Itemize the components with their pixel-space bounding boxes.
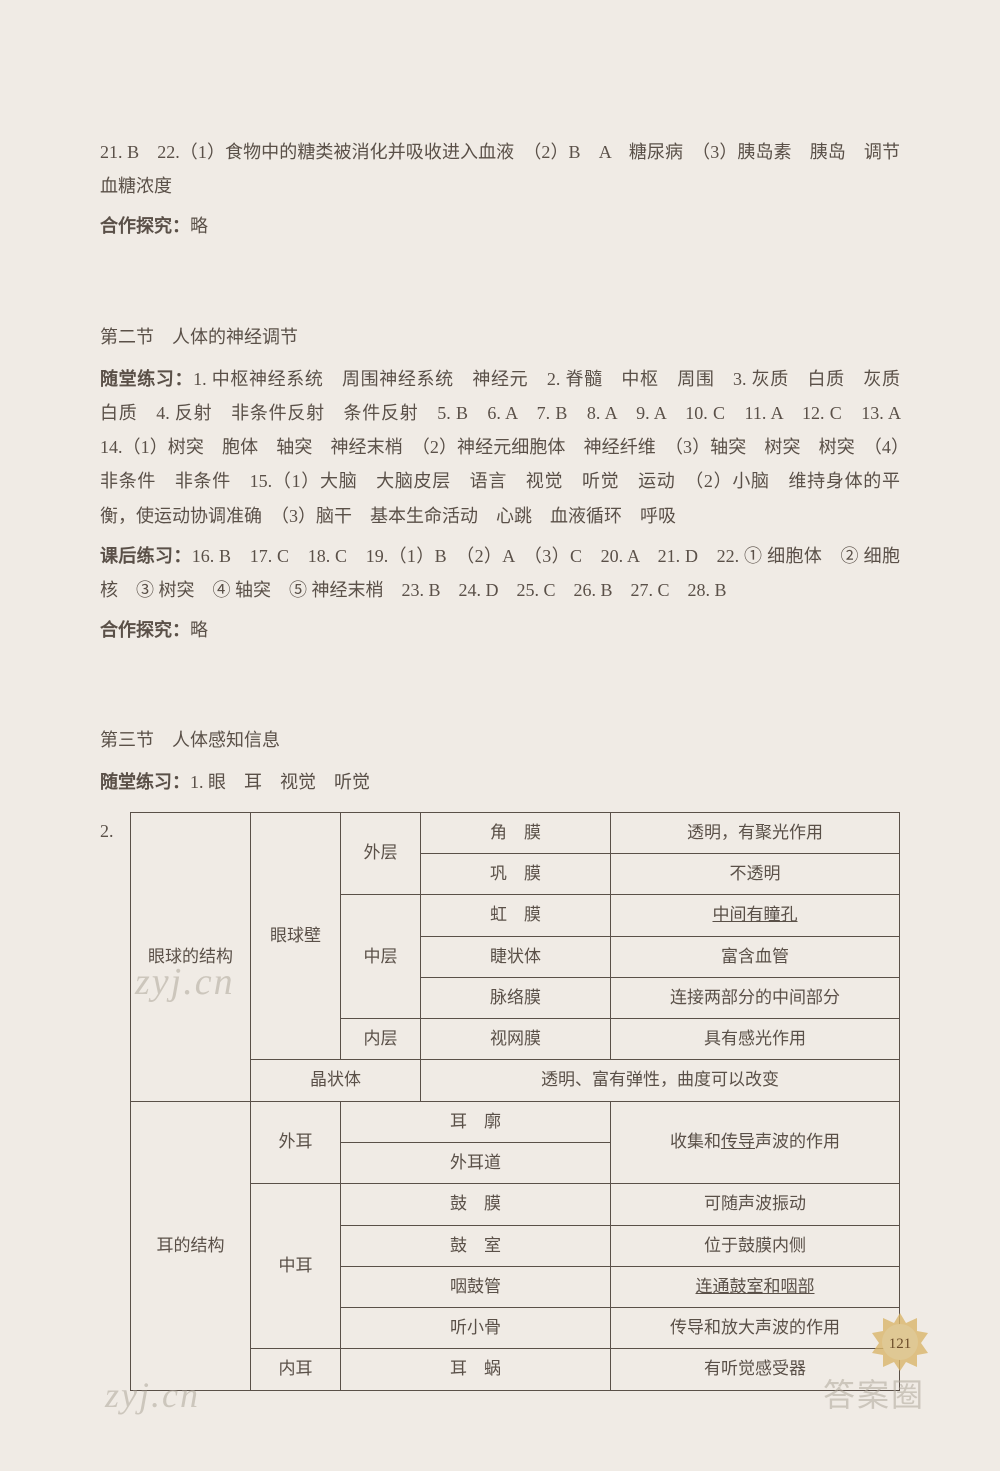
cell-tympanic: 鼓 室 <box>341 1225 611 1266</box>
top-paragraph-2: 合作探究：略 <box>100 209 900 243</box>
cell-eye-wall: 眼球壁 <box>251 812 341 1060</box>
suitang3-label: 随堂练习： <box>100 772 190 792</box>
cell-retina: 视网膜 <box>421 1019 611 1060</box>
cell-auricle: 耳 廓 <box>341 1101 611 1142</box>
cell-iris: 虹 膜 <box>421 895 611 936</box>
hezuo2-text: 略 <box>190 620 208 640</box>
section2-kehou: 课后练习：16. B 17. C 18. C 19.（1）B （2）A （3）C… <box>100 539 900 607</box>
cell-outer-ear-func: 收集和传导声波的作用 <box>611 1101 900 1184</box>
suitang3-text: 1. 眼 耳 视觉 听觉 <box>190 772 370 792</box>
cell-retina-func: 具有感光作用 <box>611 1019 900 1060</box>
kehou-label: 课后练习： <box>100 546 192 566</box>
cell-cornea: 角 膜 <box>421 812 611 853</box>
cell-ear-canal: 外耳道 <box>341 1143 611 1184</box>
top-paragraph-1: 21. B 22.（1）食物中的糖类被消化并吸收进入血液 （2）B A 糖尿病 … <box>100 135 900 203</box>
suitang-text: 1. 中枢神经系统 周围神经系统 神经元 2. 脊髓 中枢 周围 3. 灰质 白… <box>100 369 918 526</box>
cell-ear-structure: 耳的结构 <box>131 1101 251 1390</box>
page-number-text: 121 <box>889 1336 912 1352</box>
cell-cochlea: 耳 蜗 <box>341 1349 611 1390</box>
page-number-badge: 121 <box>870 1311 930 1371</box>
hezuo-label: 合作探究： <box>100 216 190 236</box>
hezuo-text: 略 <box>190 216 208 236</box>
cell-eye-inner: 内层 <box>341 1019 421 1060</box>
cell-iris-func: 中间有瞳孔 <box>611 895 900 936</box>
suitang-label: 随堂练习： <box>100 369 193 389</box>
cell-lens: 晶状体 <box>251 1060 421 1101</box>
cell-ear-outer: 外耳 <box>251 1101 341 1184</box>
cell-cornea-func: 透明，有聚光作用 <box>611 812 900 853</box>
q2-number: 2. <box>100 806 130 848</box>
structure-table: 眼球的结构 眼球壁 外层 角 膜 透明，有聚光作用 巩 膜 不透明 中层 虹 膜… <box>130 812 900 1391</box>
question-2-table-wrapper: 2. 眼球的结构 眼球壁 外层 角 膜 透明，有聚光作用 巩 膜 不透明 中层 … <box>100 806 900 1391</box>
section2-title: 第二节 人体的神经调节 <box>100 320 900 354</box>
cell-eye-structure: 眼球的结构 <box>131 812 251 1101</box>
cell-tympanic-func: 位于鼓膜内侧 <box>611 1225 900 1266</box>
kehou-text: 16. B 17. C 18. C 19.（1）B （2）A （3）C 20. … <box>100 546 900 600</box>
section2-hezuo: 合作探究：略 <box>100 613 900 647</box>
cell-eardrum-func: 可随声波振动 <box>611 1184 900 1225</box>
cell-choroid: 脉络膜 <box>421 977 611 1018</box>
cell-sclera-func: 不透明 <box>611 853 900 894</box>
cell-eustachian: 咽鼓管 <box>341 1266 611 1307</box>
cell-cochlea-func: 有听觉感受器 <box>611 1349 900 1390</box>
cell-choroid-func: 连接两部分的中间部分 <box>611 977 900 1018</box>
cell-eye-middle: 中层 <box>341 895 421 1019</box>
section2-suitang: 随堂练习：1. 中枢神经系统 周围神经系统 神经元 2. 脊髓 中枢 周围 3.… <box>100 362 900 533</box>
cell-ear-middle: 中耳 <box>251 1184 341 1349</box>
cell-ear-inner: 内耳 <box>251 1349 341 1390</box>
cell-eustachian-func: 连通鼓室和咽部 <box>611 1266 900 1307</box>
cell-ciliary-func: 富含血管 <box>611 936 900 977</box>
section3-suitang: 随堂练习：1. 眼 耳 视觉 听觉 <box>100 765 900 799</box>
cell-eardrum: 鼓 膜 <box>341 1184 611 1225</box>
hezuo2-label: 合作探究： <box>100 620 190 640</box>
section3-title: 第三节 人体感知信息 <box>100 723 900 757</box>
cell-ossicles: 听小骨 <box>341 1308 611 1349</box>
cell-eye-outer: 外层 <box>341 812 421 895</box>
page-content: 21. B 22.（1）食物中的糖类被消化并吸收进入血液 （2）B A 糖尿病 … <box>0 0 1000 1451</box>
cell-ossicles-func: 传导和放大声波的作用 <box>611 1308 900 1349</box>
cell-lens-func: 透明、富有弹性，曲度可以改变 <box>421 1060 900 1101</box>
cell-ciliary: 睫状体 <box>421 936 611 977</box>
cell-sclera: 巩 膜 <box>421 853 611 894</box>
badge-icon: 121 <box>870 1311 930 1371</box>
